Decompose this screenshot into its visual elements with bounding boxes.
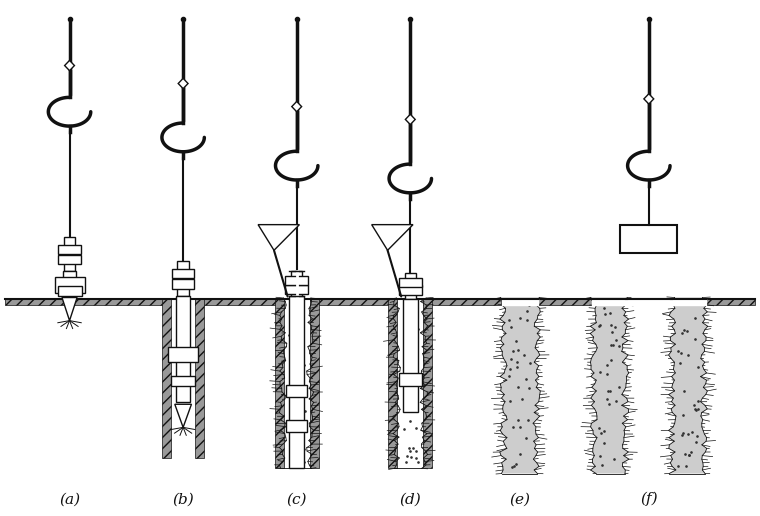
Bar [285,284,308,294]
Bar [291,271,302,299]
Bar [397,299,423,469]
Bar [59,245,81,254]
Bar [399,285,422,295]
Bar [289,297,304,469]
Text: (d): (d) [400,492,421,506]
Bar [423,299,432,469]
Polygon shape [280,298,314,469]
Bar [283,299,309,469]
Bar [195,299,204,458]
Bar [286,385,307,397]
Polygon shape [500,298,540,474]
Text: (c): (c) [287,492,307,506]
Text: (a): (a) [59,492,80,506]
Bar [64,237,75,271]
Text: (b): (b) [173,492,194,506]
Polygon shape [178,78,188,89]
Polygon shape [591,298,629,474]
Polygon shape [65,60,74,71]
Bar [58,286,81,297]
Text: (e): (e) [510,492,530,506]
Bar [5,299,755,305]
Bar [172,279,195,288]
Polygon shape [644,94,654,104]
Polygon shape [372,224,413,250]
Bar [177,261,188,297]
Polygon shape [669,298,708,474]
Bar [403,299,418,412]
Bar [168,347,198,362]
Bar [620,224,677,253]
Bar [275,299,283,469]
Bar [171,299,195,458]
Polygon shape [175,404,192,427]
Text: (f): (f) [640,492,657,506]
Bar [172,268,195,278]
Bar [404,273,416,299]
Polygon shape [405,115,415,124]
Bar [309,299,318,469]
Bar [63,271,76,297]
Bar [388,299,397,469]
Bar [55,277,84,293]
Bar [399,374,422,386]
Polygon shape [393,298,428,469]
Bar [399,278,422,287]
Polygon shape [292,102,302,112]
Bar [162,299,171,458]
Bar [285,276,308,285]
Polygon shape [258,224,299,250]
Polygon shape [62,298,77,320]
Bar [171,376,195,386]
Bar [176,297,190,401]
Bar [286,420,307,432]
Bar [59,254,81,264]
